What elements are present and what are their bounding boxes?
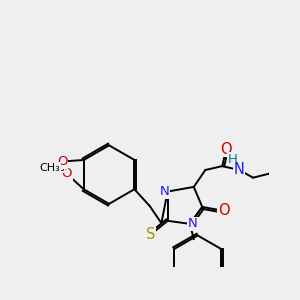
Text: CH₃: CH₃ — [40, 163, 60, 173]
Text: N: N — [160, 185, 170, 198]
Text: S: S — [146, 227, 155, 242]
Text: CH₃: CH₃ — [44, 163, 65, 173]
Text: N: N — [188, 218, 198, 230]
Text: O: O — [61, 167, 72, 180]
Text: H: H — [228, 153, 238, 166]
Text: O: O — [57, 155, 68, 168]
Text: O: O — [218, 203, 230, 218]
Text: O: O — [220, 142, 232, 157]
Text: N: N — [234, 163, 245, 178]
